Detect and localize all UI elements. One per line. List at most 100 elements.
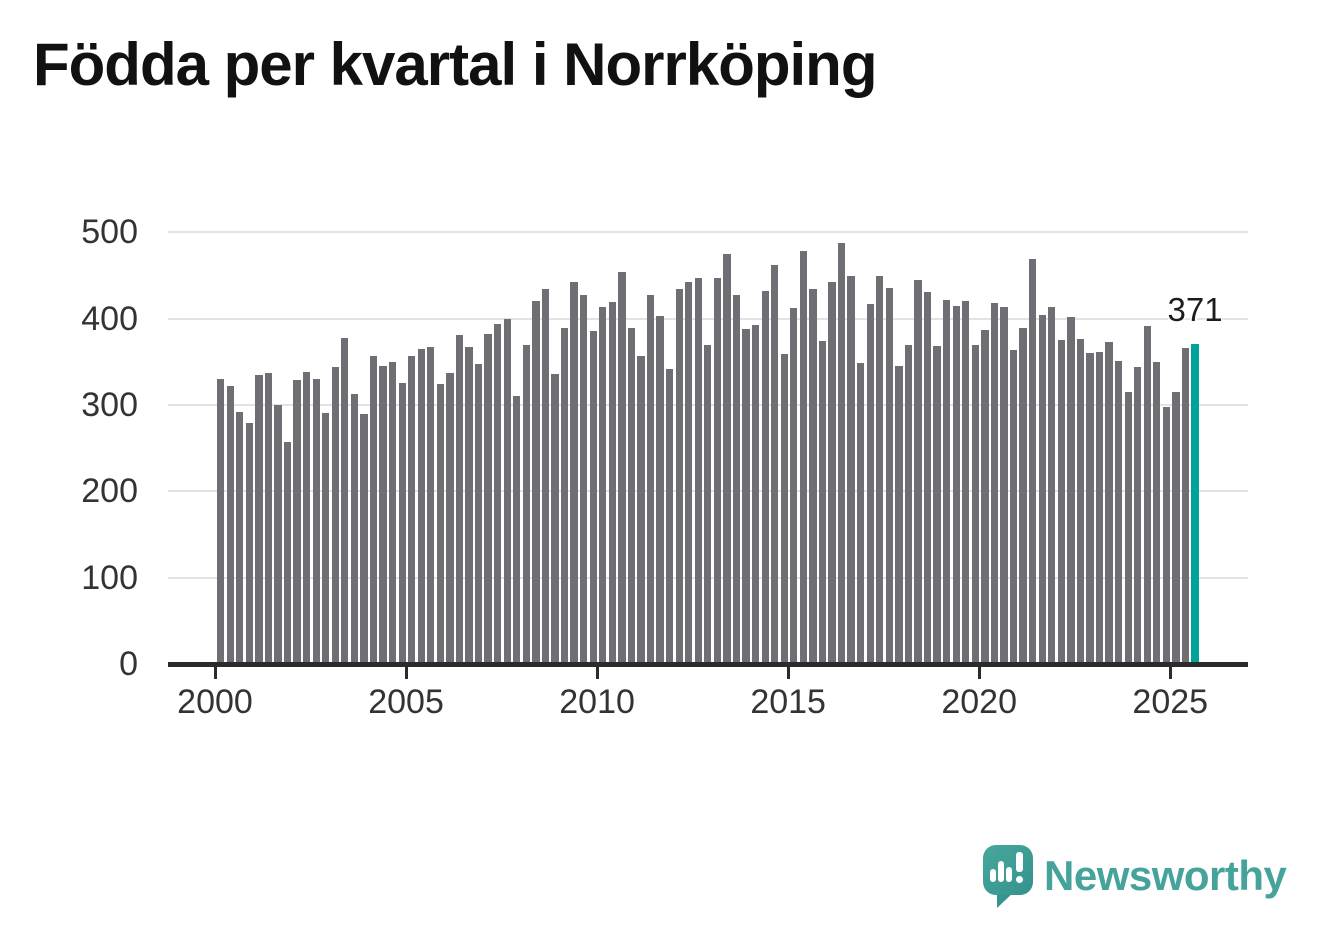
bar-2009-Q2: [570, 282, 578, 666]
bar-2018-Q3: [923, 291, 932, 666]
bar-2013-Q4: [742, 329, 750, 666]
x-axis-label-2025: 2025: [1132, 683, 1209, 721]
bar-2012-Q1: [675, 289, 683, 666]
x-tick-2025: [1168, 666, 1172, 679]
gridline-500: [168, 231, 1248, 234]
x-axis-label-2010: 2010: [559, 683, 635, 721]
bar-2008-Q3: [541, 288, 550, 666]
bar-2019-Q1: [943, 299, 951, 666]
bar-2020-Q3: [1000, 307, 1008, 666]
bar-2019-Q2: [952, 305, 960, 666]
bar-2013-Q1: [713, 278, 722, 666]
bar-2001-Q2: [264, 373, 273, 666]
bar-2025-Q1: [1172, 392, 1180, 666]
bar-2021-Q3: [1038, 315, 1046, 666]
bar-2000-Q2: [226, 386, 234, 666]
newsworthy-wordmark: Newsworthy: [1044, 852, 1287, 899]
y-axis-label-400: 400: [81, 299, 138, 338]
bar-2003-Q4: [360, 413, 368, 666]
y-axis-label-100: 100: [81, 558, 138, 597]
logo-exclamation-dot: [1016, 876, 1023, 883]
logo-mini-bar-2: [998, 861, 1004, 882]
x-tick-2015: [786, 666, 790, 679]
bar-2003-Q3: [350, 393, 359, 666]
bar-2005-Q4: [436, 384, 445, 666]
bar-2004-Q4: [398, 382, 406, 666]
bar-2024-Q1: [1134, 367, 1142, 666]
logo-mini-bar-3: [1006, 867, 1012, 882]
bar-2022-Q2: [1067, 316, 1075, 666]
bar-2009-Q1: [560, 328, 569, 666]
bar-2007-Q1: [484, 334, 492, 666]
bar-2004-Q3: [388, 361, 397, 666]
bar-2012-Q2: [685, 281, 693, 666]
bar-2023-Q4: [1124, 392, 1132, 666]
bar-2017-Q3: [885, 287, 893, 666]
bar-2022-Q1: [1057, 340, 1065, 666]
bar-2006-Q1: [446, 373, 454, 666]
bar-2005-Q1: [408, 355, 416, 666]
bar-2014-Q4: [780, 354, 788, 666]
bar-2022-Q4: [1086, 353, 1094, 666]
bar-2003-Q2: [341, 337, 349, 666]
bar-2009-Q4: [589, 330, 597, 666]
bar-2024-Q4: [1162, 406, 1171, 666]
bar-2024-Q3: [1153, 361, 1161, 666]
bar-2003-Q1: [331, 367, 339, 666]
bar-2002-Q1: [293, 380, 301, 666]
bar-2004-Q1: [369, 355, 378, 666]
chart-title: Födda per kvartal i Norrköping: [33, 31, 877, 98]
highlight-value-label: 371: [1167, 291, 1223, 328]
bar-2008-Q2: [532, 300, 540, 666]
bar-2000-Q4: [245, 423, 253, 666]
bar-2017-Q4: [895, 366, 903, 666]
gridline-400: [168, 317, 1248, 320]
newsworthy-logo-tail: [997, 891, 1015, 908]
bar-2007-Q2: [494, 323, 502, 666]
bar-2014-Q2: [761, 291, 769, 666]
x-axis-label-2020: 2020: [941, 683, 1017, 721]
bar-2000-Q1: [217, 379, 225, 666]
x-tick-2000: [213, 666, 217, 679]
bar-2004-Q2: [379, 366, 387, 666]
bar-2000-Q3: [236, 411, 244, 666]
y-axis-label-500: 500: [81, 213, 138, 252]
bar-2001-Q3: [274, 405, 282, 666]
bar-2018-Q2: [914, 279, 922, 666]
bar-highlight-2025-Q3: [1191, 343, 1199, 666]
bar-2013-Q3: [732, 294, 741, 666]
bar-2020-Q4: [1009, 349, 1018, 666]
bar-2015-Q2: [799, 251, 808, 666]
bar-2006-Q2: [455, 335, 464, 666]
bar-2011-Q2: [646, 295, 655, 666]
bar-2023-Q1: [1095, 351, 1104, 666]
bar-2018-Q1: [904, 345, 913, 666]
x-axis-line: [168, 662, 1248, 667]
x-axis-label-2015: 2015: [750, 683, 826, 721]
bar-2010-Q3: [618, 272, 626, 666]
bar-2007-Q4: [513, 396, 521, 666]
bar-2016-Q4: [857, 362, 865, 666]
bar-2022-Q3: [1076, 339, 1085, 666]
bar-2010-Q2: [608, 302, 616, 666]
bar-2017-Q2: [876, 275, 884, 666]
bar-2002-Q3: [312, 379, 320, 666]
bar-2016-Q1: [828, 281, 836, 666]
bar-2018-Q4: [933, 346, 941, 666]
bar-2025-Q2: [1181, 348, 1190, 666]
bar-2024-Q2: [1143, 325, 1151, 666]
bar-2007-Q3: [503, 318, 511, 666]
bar-2016-Q2: [837, 242, 846, 666]
bar-2019-Q3: [962, 301, 970, 666]
newsworthy-logo-icon: [983, 845, 1033, 895]
bar-2021-Q1: [1019, 328, 1027, 666]
bar-2013-Q2: [723, 253, 731, 666]
y-axis-label-300: 300: [81, 386, 138, 425]
bar-2001-Q1: [255, 374, 263, 666]
bar-2019-Q4: [971, 345, 979, 666]
bar-2023-Q2: [1105, 342, 1113, 666]
bar-2011-Q4: [665, 368, 674, 666]
bar-2010-Q1: [599, 306, 607, 666]
bar-2023-Q3: [1114, 361, 1123, 666]
bar-2005-Q3: [427, 347, 435, 666]
